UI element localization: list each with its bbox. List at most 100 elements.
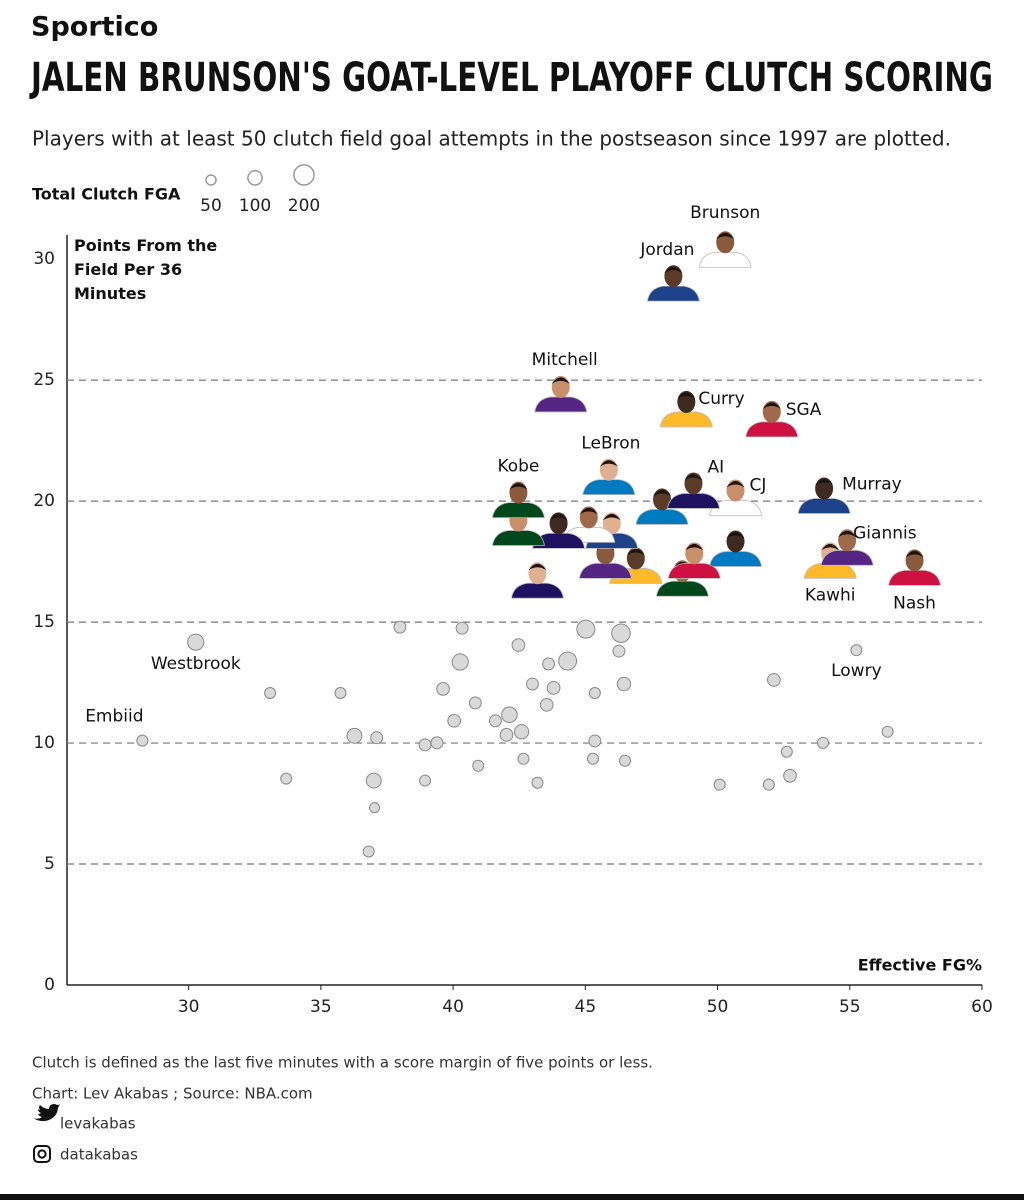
headshot-hair bbox=[602, 513, 621, 521]
bubble bbox=[546, 681, 561, 695]
headshot-jersey bbox=[745, 421, 799, 438]
point-label: Westbrook bbox=[151, 654, 241, 674]
bubble bbox=[767, 673, 781, 687]
player-headshot bbox=[534, 375, 588, 413]
headshot-jersey bbox=[491, 502, 545, 519]
bubble bbox=[334, 686, 347, 699]
player-headshot bbox=[582, 458, 636, 496]
headshot-jersey bbox=[510, 582, 564, 599]
bubble bbox=[517, 752, 530, 765]
y-axis-label-box: Points From the Field Per 36 Minutes bbox=[74, 236, 218, 303]
x-tick-label: 30 bbox=[178, 997, 200, 1017]
bubble bbox=[513, 724, 530, 740]
y-tick-label: 25 bbox=[33, 370, 55, 390]
headshot-jersey bbox=[698, 251, 752, 268]
headshot-hair bbox=[549, 513, 568, 521]
x-tick-label: 60 bbox=[971, 997, 993, 1017]
footer-source: Chart: Lev Akabas ; Source: NBA.com bbox=[32, 1085, 313, 1103]
bubble bbox=[616, 676, 632, 692]
bubble bbox=[542, 657, 556, 671]
y-axis-label: Points From the Field Per 36 Minutes bbox=[74, 236, 218, 303]
player-label: LeBron bbox=[581, 434, 640, 454]
brand: Sportico bbox=[31, 12, 158, 43]
bubble bbox=[612, 644, 626, 658]
player-label: SGA bbox=[786, 400, 822, 420]
player-label: AI bbox=[707, 457, 724, 477]
headshot-jersey bbox=[797, 498, 851, 514]
bubble bbox=[713, 778, 726, 791]
y-tick-label: 0 bbox=[44, 975, 55, 995]
bubble bbox=[280, 772, 293, 785]
bubble bbox=[539, 697, 554, 712]
y-tick-label: 10 bbox=[33, 733, 55, 753]
headshot-hair bbox=[762, 402, 781, 409]
player-label: Kobe bbox=[497, 457, 539, 477]
player-headshot bbox=[532, 512, 586, 549]
headshot-hair bbox=[726, 532, 745, 539]
bubble bbox=[362, 845, 375, 858]
bubble bbox=[558, 651, 578, 671]
chart-subtitle: Players with at least 50 clutch field go… bbox=[32, 127, 951, 151]
bubble bbox=[369, 802, 381, 814]
bubble bbox=[264, 686, 277, 699]
twitter-handle[interactable]: levakabas bbox=[60, 1115, 136, 1133]
player-label: Kawhi bbox=[805, 585, 856, 605]
bubble bbox=[187, 633, 205, 651]
bubble bbox=[370, 731, 384, 745]
size-legend-circle bbox=[293, 164, 315, 186]
bubble bbox=[346, 727, 363, 744]
headshot-hair bbox=[685, 543, 704, 551]
footer-note: Clutch is defined as the last five minut… bbox=[32, 1054, 653, 1072]
player-headshot bbox=[888, 549, 942, 586]
headshot-jersey bbox=[888, 569, 942, 586]
headshot-hair bbox=[905, 550, 924, 558]
headshot-hair bbox=[677, 392, 696, 399]
player-label: CJ bbox=[750, 475, 767, 495]
bubble bbox=[393, 620, 407, 634]
bubble bbox=[850, 644, 863, 657]
y-tick-label: 20 bbox=[33, 491, 55, 511]
headshot-hair bbox=[653, 489, 672, 497]
headshot-jersey bbox=[667, 562, 721, 579]
bubble bbox=[525, 677, 539, 691]
player-headshot bbox=[510, 562, 564, 599]
headshot-jersey bbox=[659, 411, 713, 428]
headshot-hair bbox=[684, 473, 703, 481]
bubble bbox=[472, 759, 485, 772]
bubble bbox=[762, 778, 775, 791]
x-tick-label: 40 bbox=[442, 997, 464, 1017]
player-label: Nash bbox=[893, 593, 936, 613]
player-headshot bbox=[659, 390, 713, 428]
player-headshot bbox=[698, 231, 752, 268]
headshot-jersey bbox=[820, 549, 874, 566]
player-headshot bbox=[667, 542, 721, 579]
bubble bbox=[499, 727, 514, 742]
headshot-jersey bbox=[655, 580, 709, 597]
x-tick-label: 45 bbox=[575, 997, 597, 1017]
bubble bbox=[531, 776, 544, 789]
headshot-jersey bbox=[578, 562, 632, 579]
headshot-hair bbox=[599, 460, 618, 467]
player-label: Curry bbox=[698, 389, 744, 409]
player-headshot bbox=[797, 477, 851, 514]
player-headshot bbox=[709, 479, 762, 516]
instagram-handle[interactable]: datakabas bbox=[60, 1146, 138, 1164]
headshot-hair bbox=[528, 563, 547, 571]
player-label: Murray bbox=[842, 475, 902, 495]
size-legend-title: Total Clutch FGA bbox=[32, 185, 181, 204]
player-headshot bbox=[646, 265, 700, 302]
bubble bbox=[511, 638, 526, 652]
x-axis-label: Effective FG% bbox=[858, 956, 982, 975]
headshot-jersey bbox=[582, 479, 636, 496]
player-label: Jordan bbox=[639, 240, 694, 260]
bottom-border bbox=[0, 1194, 1024, 1200]
bubble bbox=[447, 713, 462, 728]
bubble bbox=[418, 738, 432, 752]
player-headshot bbox=[709, 530, 762, 567]
instagram-icon bbox=[33, 1145, 51, 1163]
x-tick-label: 50 bbox=[707, 997, 729, 1017]
headshot-hair bbox=[815, 479, 834, 486]
size-legend-label: 100 bbox=[239, 196, 271, 216]
twitter-icon bbox=[33, 1104, 60, 1122]
bubble bbox=[817, 736, 830, 749]
